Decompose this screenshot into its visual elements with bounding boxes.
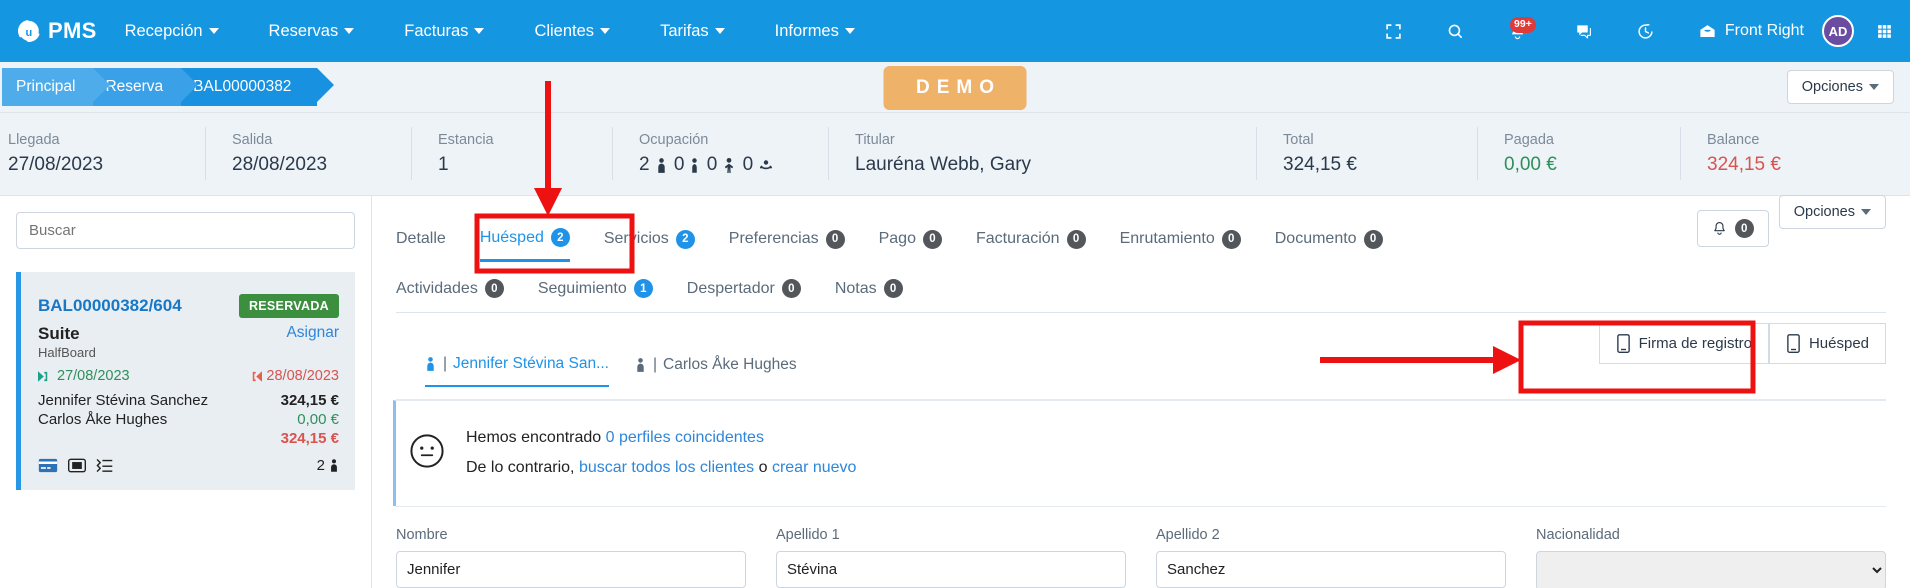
- svg-text:u: u: [25, 27, 32, 39]
